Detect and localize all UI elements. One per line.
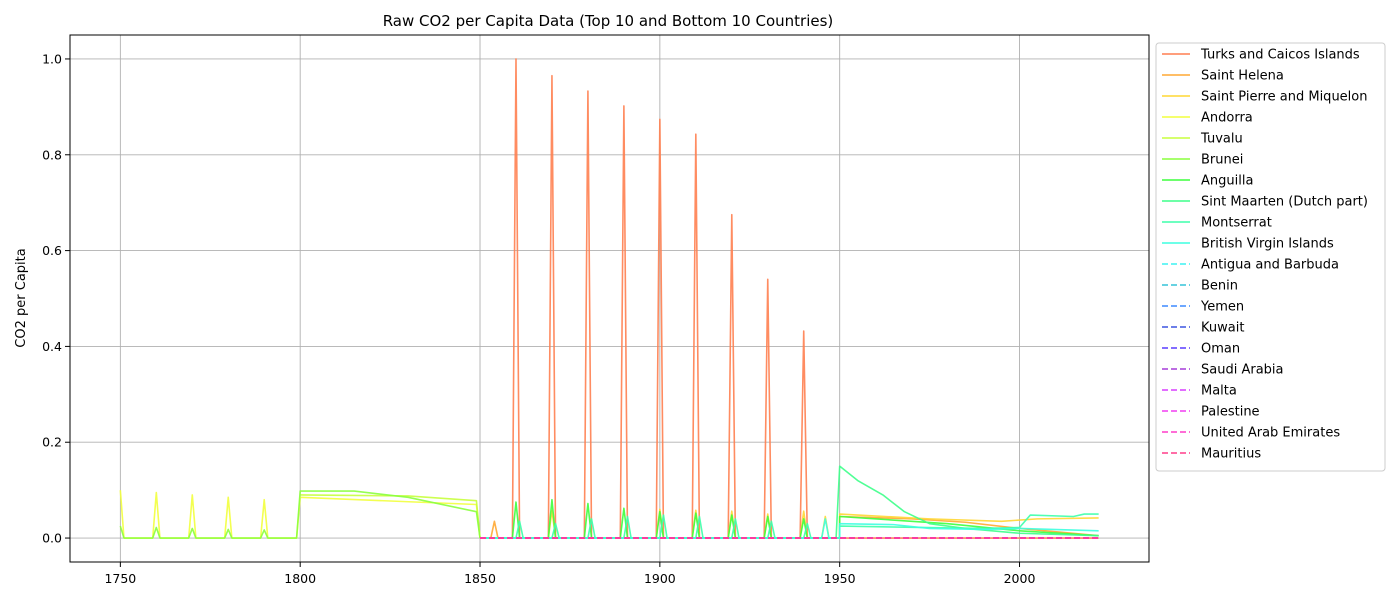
y-tick-label: 1.0	[42, 51, 62, 66]
legend-label: Yemen	[1200, 300, 1244, 315]
legend-label: Andorra	[1201, 111, 1253, 126]
series-line-2	[480, 508, 1099, 539]
legend-label: British Virgin Islands	[1201, 237, 1334, 252]
x-tick-label: 1750	[104, 571, 136, 586]
legend-label: Malta	[1201, 384, 1237, 399]
legend-label: Benin	[1201, 279, 1238, 294]
series-lines	[119, 58, 1099, 539]
y-axis-label: CO2 per Capita	[14, 248, 29, 347]
y-tick-label: 0.8	[42, 147, 62, 162]
legend-label: United Arab Emirates	[1201, 426, 1340, 441]
chart-title: Raw CO2 per Capita Data (Top 10 and Bott…	[383, 12, 834, 30]
legend: Turks and Caicos Islands Saint Helena Sain…	[1155, 42, 1386, 472]
series-line-9	[480, 518, 1099, 539]
axis-ticks: 1750 1800 1850 1900 1950 2000 0.0 0.2 0.4 0.6 0.8 1…	[42, 51, 1035, 586]
x-tick-label: 1800	[284, 571, 316, 586]
series-line-5	[119, 490, 481, 539]
legend-label: Sint Maarten (Dutch part)	[1201, 195, 1368, 210]
x-tick-label: 1900	[644, 571, 676, 586]
y-tick-label: 0.2	[42, 435, 62, 450]
legend-label: Oman	[1201, 342, 1240, 357]
legend-label: Kuwait	[1201, 321, 1244, 336]
legend-label: Saint Helena	[1201, 69, 1284, 84]
legend-label: Antigua and Barbuda	[1201, 258, 1339, 273]
legend-label: Mauritius	[1201, 447, 1261, 462]
series-line-8	[480, 513, 1099, 539]
grid-lines	[70, 35, 1149, 562]
legend-label: Saint Pierre and Miquelon	[1201, 90, 1367, 105]
series-line-7	[480, 465, 1099, 539]
legend-label: Montserrat	[1201, 216, 1272, 231]
legend-label: Turks and Caicos Islands	[1200, 48, 1360, 63]
legend-box	[1155, 42, 1386, 472]
legend-label: Palestine	[1201, 405, 1260, 420]
legend-label: Saudi Arabia	[1201, 363, 1284, 378]
series-line-0	[480, 58, 1099, 539]
legend-label: Brunei	[1201, 153, 1243, 168]
y-tick-label: 0.4	[42, 339, 62, 354]
legend-label: Tuvalu	[1200, 132, 1243, 147]
y-tick-label: 0.6	[42, 243, 62, 258]
x-tick-label: 1950	[824, 571, 856, 586]
y-tick-label: 0.0	[42, 531, 62, 546]
legend-label: Anguilla	[1201, 174, 1253, 189]
plot-frame	[69, 34, 1150, 563]
x-tick-label: 1850	[464, 571, 496, 586]
x-tick-label: 2000	[1004, 571, 1036, 586]
